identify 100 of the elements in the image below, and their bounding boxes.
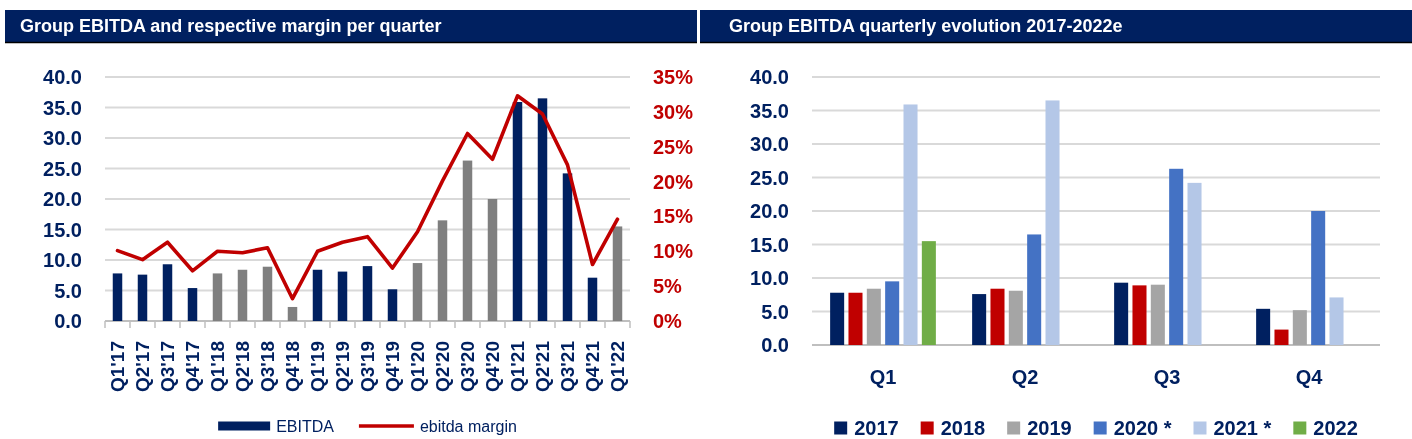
x-tick-label: Q2'20 — [432, 341, 454, 392]
bar — [612, 226, 623, 321]
x-tick-label: Q3'21 — [557, 340, 579, 392]
y-tick-label: 40.0 — [750, 66, 789, 88]
chart-title: Group EBITDA and respective margin per quarter — [20, 16, 442, 36]
bar — [337, 271, 348, 321]
x-tick-label: Q4'21 — [582, 340, 604, 392]
x-tick-label: Q3'17 — [157, 341, 179, 392]
x-tick-label: Q4 — [1295, 366, 1324, 388]
x-tick-label: Q1'22 — [607, 341, 629, 392]
y-tick-label: 0.0 — [54, 310, 82, 332]
legend-label: 2022 — [1313, 417, 1358, 439]
bar — [1292, 310, 1307, 345]
bar — [1274, 329, 1289, 345]
bar — [885, 281, 900, 345]
y-tick-label: 40.0 — [43, 66, 82, 88]
y-tick-label: 5.0 — [761, 300, 789, 323]
bar — [830, 292, 845, 345]
bar — [437, 220, 448, 321]
bar — [212, 273, 223, 321]
x-tick-label: Q2'18 — [232, 341, 254, 392]
bar — [387, 289, 398, 321]
y-tick-label: 10.0 — [750, 267, 789, 289]
y-tick-label: 25.0 — [43, 157, 82, 180]
bar — [1114, 282, 1129, 345]
y-tick-label: 15.0 — [750, 233, 789, 256]
x-tick-label: Q1'18 — [207, 341, 229, 392]
y2-tick-label: 0% — [653, 310, 683, 332]
legend-label: 2020 * — [1113, 417, 1172, 439]
y-tick-label: 30.0 — [43, 127, 82, 149]
bar — [362, 266, 373, 321]
x-tick-label: Q3 — [1153, 366, 1181, 388]
y2-tick-label: 20% — [653, 170, 694, 193]
bar — [162, 264, 173, 321]
bar — [137, 274, 148, 321]
bar — [1187, 182, 1202, 345]
x-tick-label: Q1'20 — [407, 341, 429, 392]
y-tick-label: 30.0 — [750, 133, 789, 155]
x-tick-label: Q4'19 — [382, 341, 404, 392]
x-tick-label: Q2'19 — [332, 341, 354, 392]
bar — [412, 263, 423, 321]
y2-tick-label: 30% — [653, 100, 694, 123]
bar — [262, 266, 273, 321]
bar — [562, 173, 573, 321]
bar — [1008, 290, 1023, 345]
legend-label: 2017 — [854, 417, 899, 439]
bar — [462, 160, 473, 321]
bar — [1045, 100, 1060, 345]
x-tick-label: Q2'21 — [532, 340, 554, 392]
bar — [1169, 168, 1184, 345]
y-tick-label: 20.0 — [43, 188, 82, 210]
y-tick-label: 35.0 — [750, 99, 789, 122]
bar — [587, 277, 598, 321]
legend-label: ebitda margin — [419, 417, 517, 435]
x-tick-label: Q3'18 — [257, 341, 279, 392]
x-tick-label: Q1'21 — [507, 340, 529, 392]
y2-tick-label: 25% — [653, 135, 694, 158]
bar — [187, 288, 198, 321]
y2-tick-label: 35% — [653, 66, 694, 88]
bar — [1256, 308, 1271, 345]
bar — [112, 273, 123, 321]
x-tick-label: Q1 — [869, 366, 897, 388]
y-tick-label: 10.0 — [43, 249, 82, 271]
legend-label: EBITDA — [276, 417, 335, 435]
y-tick-label: 35.0 — [43, 96, 82, 119]
x-tick-label: Q3'19 — [357, 341, 379, 392]
bar — [866, 288, 881, 345]
y-tick-label: 25.0 — [750, 166, 789, 189]
bar — [1150, 284, 1165, 345]
y2-tick-label: 5% — [653, 275, 683, 298]
bar — [1311, 211, 1326, 345]
bar — [1027, 234, 1042, 345]
x-tick-label: Q2'17 — [132, 341, 154, 392]
x-tick-label: Q3'20 — [457, 341, 479, 392]
bar — [512, 102, 523, 321]
legend-label: 2021 * — [1213, 417, 1272, 439]
bar — [537, 98, 548, 321]
x-tick-label: Q4'20 — [482, 341, 504, 392]
x-tick-label: Q1'19 — [307, 341, 329, 392]
bar — [921, 241, 936, 345]
bar — [487, 199, 498, 321]
bar — [990, 288, 1005, 345]
chart-title: Group EBITDA quarterly evolution 2017-2022e — [729, 16, 1123, 36]
y2-tick-label: 15% — [653, 205, 694, 228]
y2-tick-label: 10% — [653, 240, 694, 263]
y-tick-label: 5.0 — [54, 279, 82, 302]
bar — [237, 269, 248, 321]
bar — [848, 292, 863, 345]
y-tick-label: 20.0 — [750, 200, 789, 222]
line-series — [115, 94, 620, 301]
bar — [1329, 297, 1344, 345]
bar — [903, 104, 918, 345]
y-tick-label: 0.0 — [761, 334, 789, 356]
bar — [287, 306, 298, 321]
bar — [1132, 285, 1147, 345]
bar — [972, 294, 987, 345]
x-tick-label: Q4'18 — [282, 341, 304, 392]
y-tick-label: 15.0 — [43, 218, 82, 241]
bar — [312, 269, 323, 321]
legend-label: 2018 — [940, 417, 986, 439]
